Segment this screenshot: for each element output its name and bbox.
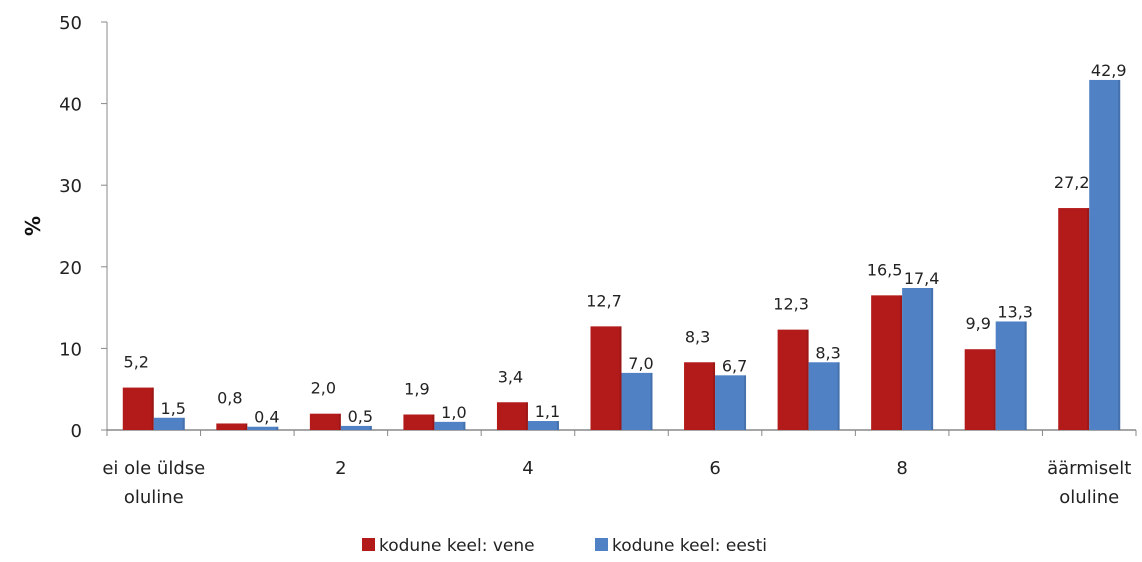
data-label: 6,7 — [722, 356, 747, 375]
bar-shadow — [276, 427, 278, 430]
bar — [871, 295, 902, 430]
bar-shadow — [1025, 321, 1027, 430]
y-tick-label: 0 — [71, 421, 82, 442]
bar — [996, 321, 1027, 430]
data-label: 0,5 — [348, 407, 373, 426]
x-tick-label: äärmiselt — [1047, 458, 1131, 479]
bar — [684, 362, 715, 430]
legend-label: kodune keel: eesti — [612, 536, 767, 556]
y-tick-label: 30 — [59, 176, 82, 197]
bar — [1058, 208, 1089, 430]
x-tick-label: 4 — [522, 458, 533, 479]
data-label: 13,3 — [997, 302, 1033, 321]
data-label: 9,9 — [965, 314, 990, 333]
bar — [310, 414, 341, 430]
data-label: 7,0 — [628, 354, 653, 373]
y-tick-label: 40 — [59, 95, 82, 116]
bar — [341, 426, 372, 430]
x-tick-label: 2 — [335, 458, 346, 479]
data-label: 12,7 — [586, 291, 622, 310]
bar-shadow — [620, 326, 622, 430]
data-label: 27,2 — [1054, 173, 1090, 192]
bar — [528, 421, 559, 430]
bar — [1089, 80, 1120, 430]
bars — [123, 80, 1120, 430]
bar-shadow — [713, 362, 715, 430]
legend-swatch — [595, 538, 608, 551]
bar — [809, 362, 840, 430]
y-tick-label: 50 — [59, 13, 82, 34]
data-label: 0,8 — [217, 388, 242, 407]
bar — [216, 423, 247, 430]
bar — [591, 326, 622, 430]
bar-shadow — [432, 414, 434, 430]
y-axis: 0 10 20 30 40 50% — [21, 13, 107, 442]
bar — [902, 288, 933, 430]
bar — [622, 373, 653, 430]
legend-label: kodune keel: vene — [379, 536, 535, 556]
bar-shadow — [1087, 208, 1089, 430]
data-label: 17,4 — [904, 269, 940, 288]
x-tick-label: oluline — [1059, 487, 1119, 508]
y-tick-label: 10 — [59, 339, 82, 360]
data-label: 1,0 — [441, 403, 466, 422]
bar — [123, 388, 154, 430]
data-label: 0,4 — [254, 408, 279, 427]
bar-shadow — [838, 362, 840, 430]
bar-shadow — [994, 349, 996, 430]
bar-shadow — [651, 373, 653, 430]
bar-shadow — [370, 426, 372, 430]
bar-shadow — [526, 402, 528, 430]
bar-shadow — [152, 388, 154, 430]
x-axis: ei ole üldse oluline 2 4 6 8 äärmiselt oluline — [102, 430, 1136, 508]
data-label: 42,9 — [1091, 61, 1127, 80]
bar-shadow — [807, 330, 809, 430]
bar — [497, 402, 528, 430]
bar — [965, 349, 996, 430]
x-tick-label: ei ole üldse — [102, 458, 205, 479]
bar — [154, 418, 185, 430]
legend-swatch — [362, 538, 375, 551]
bar-shadow — [463, 422, 465, 430]
bar-shadow — [245, 423, 247, 430]
bar — [778, 330, 809, 430]
x-tick-label: oluline — [124, 487, 184, 508]
data-label: 1,1 — [535, 402, 560, 421]
bar — [247, 427, 278, 430]
bar-shadow — [557, 421, 559, 430]
bar-shadow — [183, 418, 185, 430]
bar-shadow — [900, 295, 902, 430]
data-label: 1,9 — [404, 379, 429, 398]
data-label: 8,3 — [815, 343, 840, 362]
legend: kodune keel: vene kodune keel: eesti — [362, 536, 767, 556]
data-label: 2,0 — [311, 379, 336, 398]
x-tick-label: 8 — [896, 458, 907, 479]
y-tick-label: 20 — [59, 258, 82, 279]
data-label: 5,2 — [124, 353, 149, 372]
bar-shadow — [744, 375, 746, 430]
data-label: 3,4 — [498, 367, 523, 386]
data-label: 12,3 — [773, 295, 809, 314]
bar — [715, 375, 746, 430]
bar-shadow — [339, 414, 341, 430]
bar-shadow — [931, 288, 933, 430]
bar — [434, 422, 465, 430]
data-label: 16,5 — [867, 260, 903, 279]
bar — [403, 414, 434, 430]
data-label: 1,5 — [161, 399, 186, 418]
data-label: 8,3 — [685, 327, 710, 346]
bar-shadow — [1118, 80, 1120, 430]
x-tick-label: 6 — [709, 458, 720, 479]
y-axis-title: % — [21, 216, 45, 236]
